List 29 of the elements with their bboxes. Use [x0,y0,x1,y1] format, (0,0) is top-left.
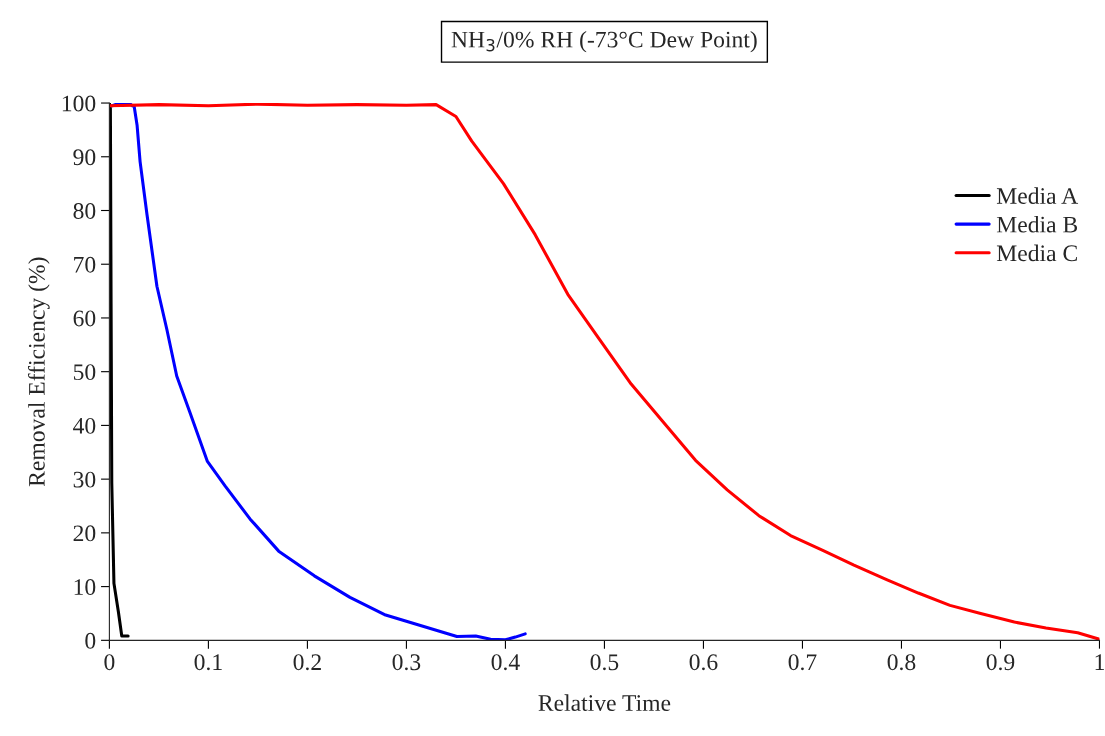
x-tick-label: 0.4 [491,654,520,671]
y-tick-label: 50 [73,364,96,381]
line-series [109,103,1100,641]
y-tick-label: 80 [73,202,96,219]
y-tick-label: 60 [73,310,96,327]
legend-label: Media A [996,187,1079,204]
legend-label: Media B [996,215,1078,233]
y-tick-label: 10 [74,579,96,596]
x-tick-label: 0 [104,654,115,671]
y-tick-label: 20 [73,525,96,542]
y-tick-label: 100 [62,95,96,112]
y-tick-label: 30 [73,471,96,488]
legend-label: Media C [996,244,1077,262]
x-tick-label: 0.1 [194,654,222,671]
y-tick-label: 70 [74,256,96,273]
x-tick-label: 0.6 [689,654,718,671]
x-tick-label: 0.3 [392,654,421,671]
x-tick-label: 0.9 [986,654,1015,671]
x-tick-label: 0.8 [887,654,916,671]
x-tick-label: 0.2 [293,654,321,671]
y-tick-label: 40 [73,417,96,434]
y-tick-label: 0 [85,632,96,649]
x-axis-title: Relative Time [538,694,671,711]
chart-title: NH$_{3}$/0% RH (-73°C Dew Point) [451,30,757,53]
x-tick-label: 1 [1095,654,1104,670]
y-axis-title: Removal Efficiency (%) [27,257,50,487]
x-tick-label: 0.5 [590,654,619,671]
y-tick-label: 90 [73,149,96,166]
x-tick-label: 0.7 [788,654,817,671]
